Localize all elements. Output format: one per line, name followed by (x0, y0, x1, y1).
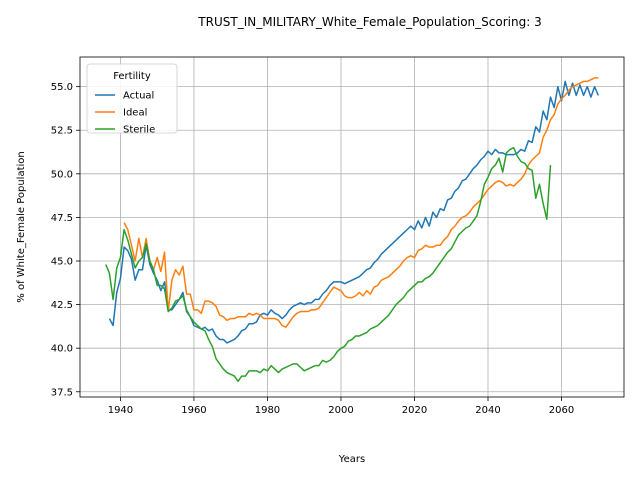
legend-label-sterile: Sterile (123, 125, 155, 136)
x-tick-label: 1940 (108, 405, 133, 416)
y-tick-label: 52.5 (51, 126, 73, 137)
x-tick-label: 2060 (549, 405, 574, 416)
x-tick-label: 2020 (402, 405, 427, 416)
chart-title: TRUST_IN_MILITARY_White_Female_Populatio… (197, 15, 541, 29)
legend-label-ideal: Ideal (123, 108, 147, 119)
legend: Fertility Actual Ideal Sterile (87, 64, 177, 136)
y-tick-label: 37.5 (51, 387, 73, 398)
x-tick-label: 1960 (181, 405, 206, 416)
y-tick-label: 45.0 (51, 257, 73, 268)
y-tick-label: 50.0 (51, 169, 73, 180)
legend-title: Fertility (113, 71, 151, 82)
y-tick-label: 40.0 (51, 344, 73, 355)
x-axis-label: Years (338, 454, 365, 465)
y-axis-label: % of White_Female Population (16, 151, 27, 302)
x-tick-label: 2000 (328, 405, 353, 416)
x-tick-label: 2040 (475, 405, 500, 416)
y-tick-label: 47.5 (51, 213, 73, 224)
y-tick-label: 42.5 (51, 300, 73, 311)
legend-label-actual: Actual (123, 91, 154, 102)
x-tick-label: 1980 (255, 405, 280, 416)
y-tick-label: 55.0 (51, 82, 73, 93)
